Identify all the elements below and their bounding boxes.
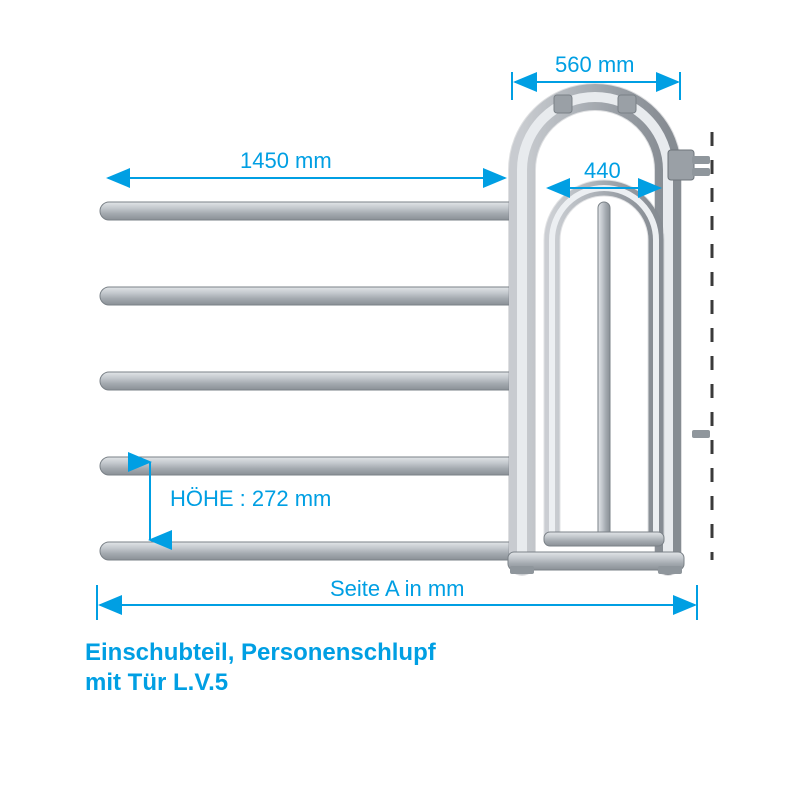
title-line2: mit Tür L.V.5 [85, 669, 228, 696]
diagram-canvas: 1450 mm 560 mm 440 HÖHE : 272 mm Seite A… [0, 0, 800, 800]
dim-width-bars: 1450 mm [240, 148, 332, 174]
dim-door-inner: 440 [584, 158, 621, 184]
dim-door-outer: 560 mm [555, 52, 634, 78]
dim-height-gap: HÖHE : 272 mm [170, 486, 331, 512]
door-inner-gate [544, 188, 664, 546]
product-title: Einschubteil, Personenschlupf mit Tür L.… [85, 638, 436, 698]
title-line1: Einschubteil, Personenschlupf [85, 639, 436, 666]
dim-total-width: Seite A in mm [330, 576, 465, 602]
